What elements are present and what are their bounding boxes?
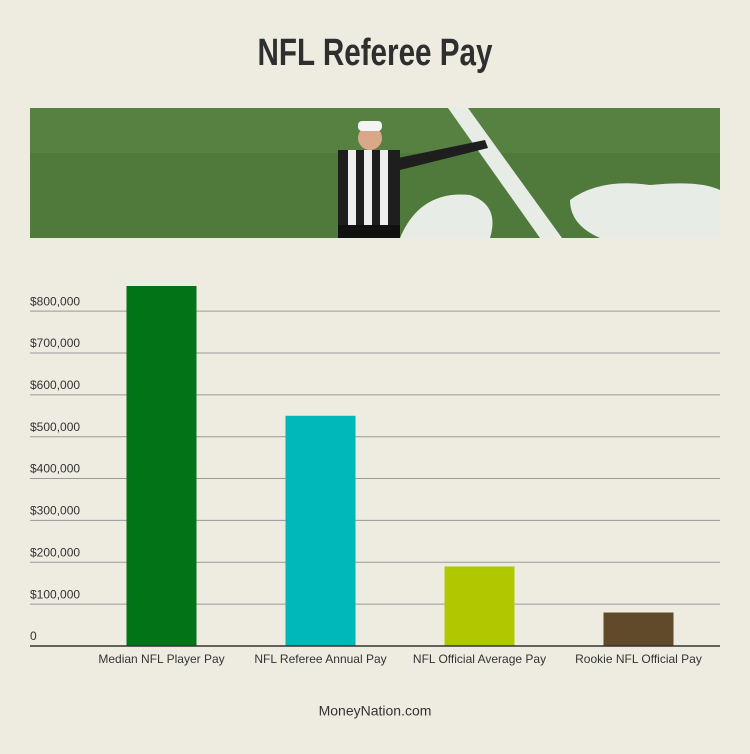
- x-tick-label: Rookie NFL Official Pay: [575, 652, 702, 666]
- y-tick-label: $700,000: [30, 336, 80, 350]
- y-tick-label: $600,000: [30, 378, 80, 392]
- stripe: [364, 150, 372, 230]
- bar: [444, 566, 515, 646]
- source: MoneyNation.com: [319, 703, 432, 719]
- header-photo: [30, 108, 720, 238]
- yard-line: [448, 108, 562, 238]
- bar: [285, 415, 356, 646]
- y-tick-label: $200,000: [30, 545, 80, 559]
- field-number: [400, 194, 493, 238]
- bar: [126, 286, 197, 646]
- y-tick-label: $300,000: [30, 504, 80, 518]
- referee-head: [358, 126, 382, 150]
- y-tick-label: $400,000: [30, 462, 80, 476]
- referee-pants: [338, 225, 400, 238]
- y-tick-label: $100,000: [30, 587, 80, 601]
- referee-cap: [358, 121, 382, 131]
- field-number: [570, 183, 720, 238]
- chart-title: NFL Referee Pay: [258, 32, 493, 74]
- referee-arm: [398, 140, 488, 170]
- bar: [603, 612, 674, 646]
- x-tick-label: NFL Referee Annual Pay: [254, 652, 386, 666]
- stripe: [380, 150, 388, 230]
- stripe: [348, 150, 356, 230]
- y-tick-label: $800,000: [30, 294, 80, 308]
- x-tick-label: Median NFL Player Pay: [98, 652, 224, 666]
- y-tick-label: $500,000: [30, 420, 80, 434]
- x-tick-label: NFL Official Average Pay: [413, 652, 546, 666]
- y-tick-label: 0: [30, 629, 37, 643]
